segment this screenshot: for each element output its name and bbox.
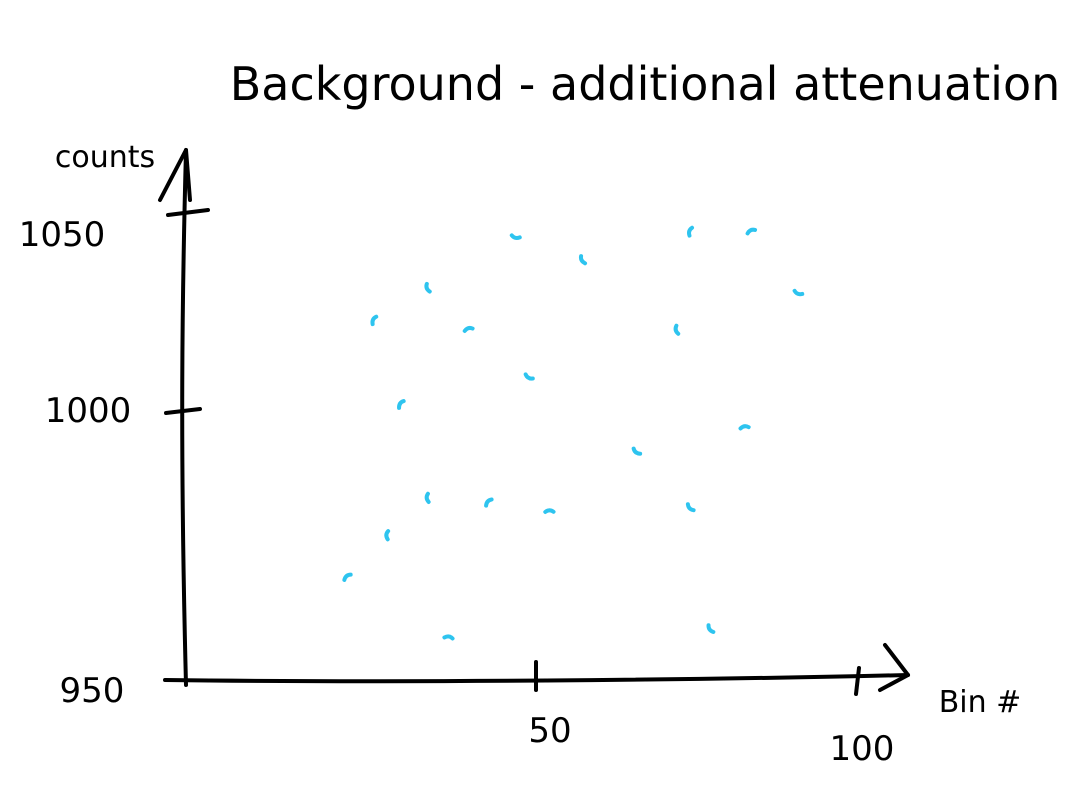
data-point: [745, 227, 758, 236]
data-point: [442, 634, 455, 641]
y-tick-label-1050: 1050: [19, 215, 106, 255]
data-point: [578, 254, 588, 266]
data-point: [484, 497, 494, 508]
data-point: [687, 225, 695, 238]
y-tick-label-950: 950: [60, 671, 125, 711]
data-point: [792, 288, 805, 297]
data-point: [384, 529, 391, 542]
data-points: [342, 225, 805, 641]
data-point: [370, 314, 379, 327]
data-point: [424, 281, 432, 294]
data-point: [397, 399, 406, 410]
data-point: [543, 508, 556, 514]
x-axis-label: Bin #: [939, 685, 1022, 720]
data-point: [673, 323, 681, 336]
x-axis-line: [163, 673, 910, 684]
y-tick-1050: [166, 208, 210, 217]
y-axis-line: [180, 148, 188, 687]
x-tick-100: [854, 666, 861, 696]
data-point: [342, 572, 353, 582]
data-point: [706, 623, 716, 634]
data-point: [462, 325, 475, 333]
data-point: [631, 446, 643, 456]
data-point: [523, 372, 535, 381]
y-axis-label: counts: [55, 140, 155, 175]
x-tick-label-100: 100: [830, 729, 895, 769]
y-axis-arrowhead: [158, 148, 192, 202]
x-axis-arrowhead: [878, 643, 910, 692]
x-tick-label-50: 50: [528, 711, 571, 751]
data-point: [424, 491, 431, 504]
data-point: [509, 233, 522, 241]
y-tick-1000: [164, 407, 202, 415]
data-point: [738, 424, 751, 431]
chart-title: Background - additional attenuation: [230, 57, 1061, 111]
y-tick-label-1000: 1000: [45, 391, 132, 431]
data-point: [685, 502, 696, 513]
